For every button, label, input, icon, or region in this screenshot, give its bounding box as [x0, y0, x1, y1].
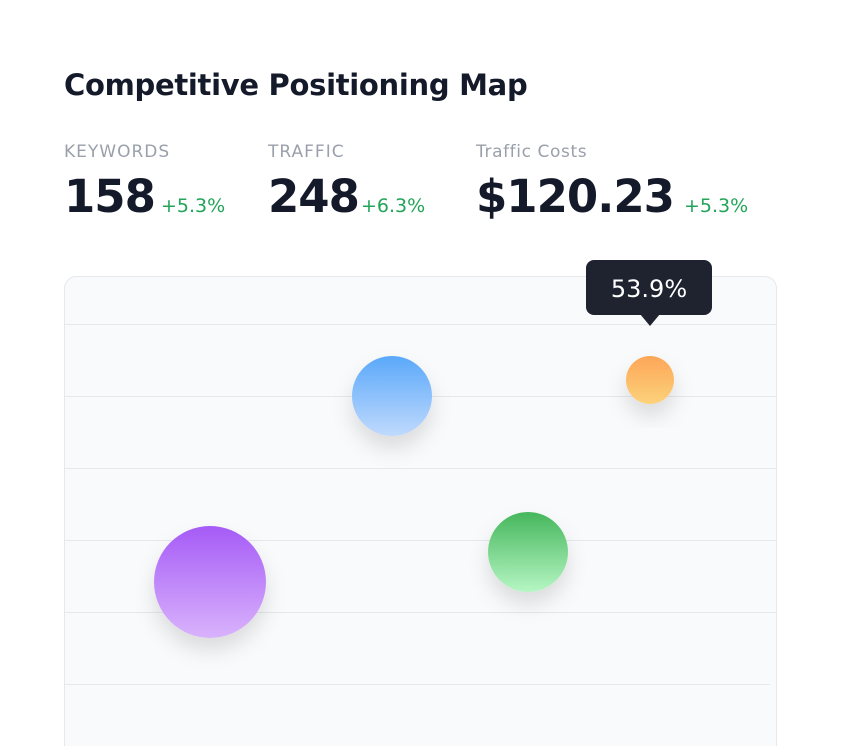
- stat-label: KEYWORDS: [64, 142, 171, 162]
- stat-label: TRAFFIC: [268, 142, 345, 162]
- stat-value: 158: [64, 170, 156, 223]
- stat-change: +5.3%: [160, 195, 226, 217]
- stat: KEYWORDS 158 +5.3%: [64, 142, 225, 223]
- stat: Traffic Costs $120.23 +5.3%: [476, 142, 748, 223]
- stat-change: +5.3%: [683, 195, 749, 217]
- stat-value: $120.23: [476, 170, 675, 223]
- bubble[interactable]: [154, 526, 266, 638]
- bubble[interactable]: [352, 356, 432, 436]
- bubble[interactable]: [488, 512, 568, 592]
- stat-value: 248: [268, 170, 360, 223]
- bubble[interactable]: [626, 356, 674, 404]
- chart-card: [64, 276, 777, 746]
- tooltip: 53.9%: [586, 260, 712, 326]
- tooltip-arrow: [640, 314, 660, 326]
- stat: TRAFFIC 248 +6.3%: [268, 142, 425, 223]
- title: Competitive Positioning Map: [64, 68, 528, 102]
- tooltip-text: 53.9%: [611, 275, 687, 303]
- stat-change: +6.3%: [360, 195, 426, 217]
- tooltip-box: [586, 260, 712, 315]
- stat-label: Traffic Costs: [476, 142, 588, 162]
